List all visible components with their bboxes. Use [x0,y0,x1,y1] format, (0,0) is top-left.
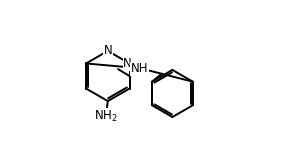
Text: N: N [103,44,112,57]
Text: NH: NH [131,62,148,75]
Text: NH$_2$: NH$_2$ [94,109,118,124]
Text: N: N [123,57,132,70]
